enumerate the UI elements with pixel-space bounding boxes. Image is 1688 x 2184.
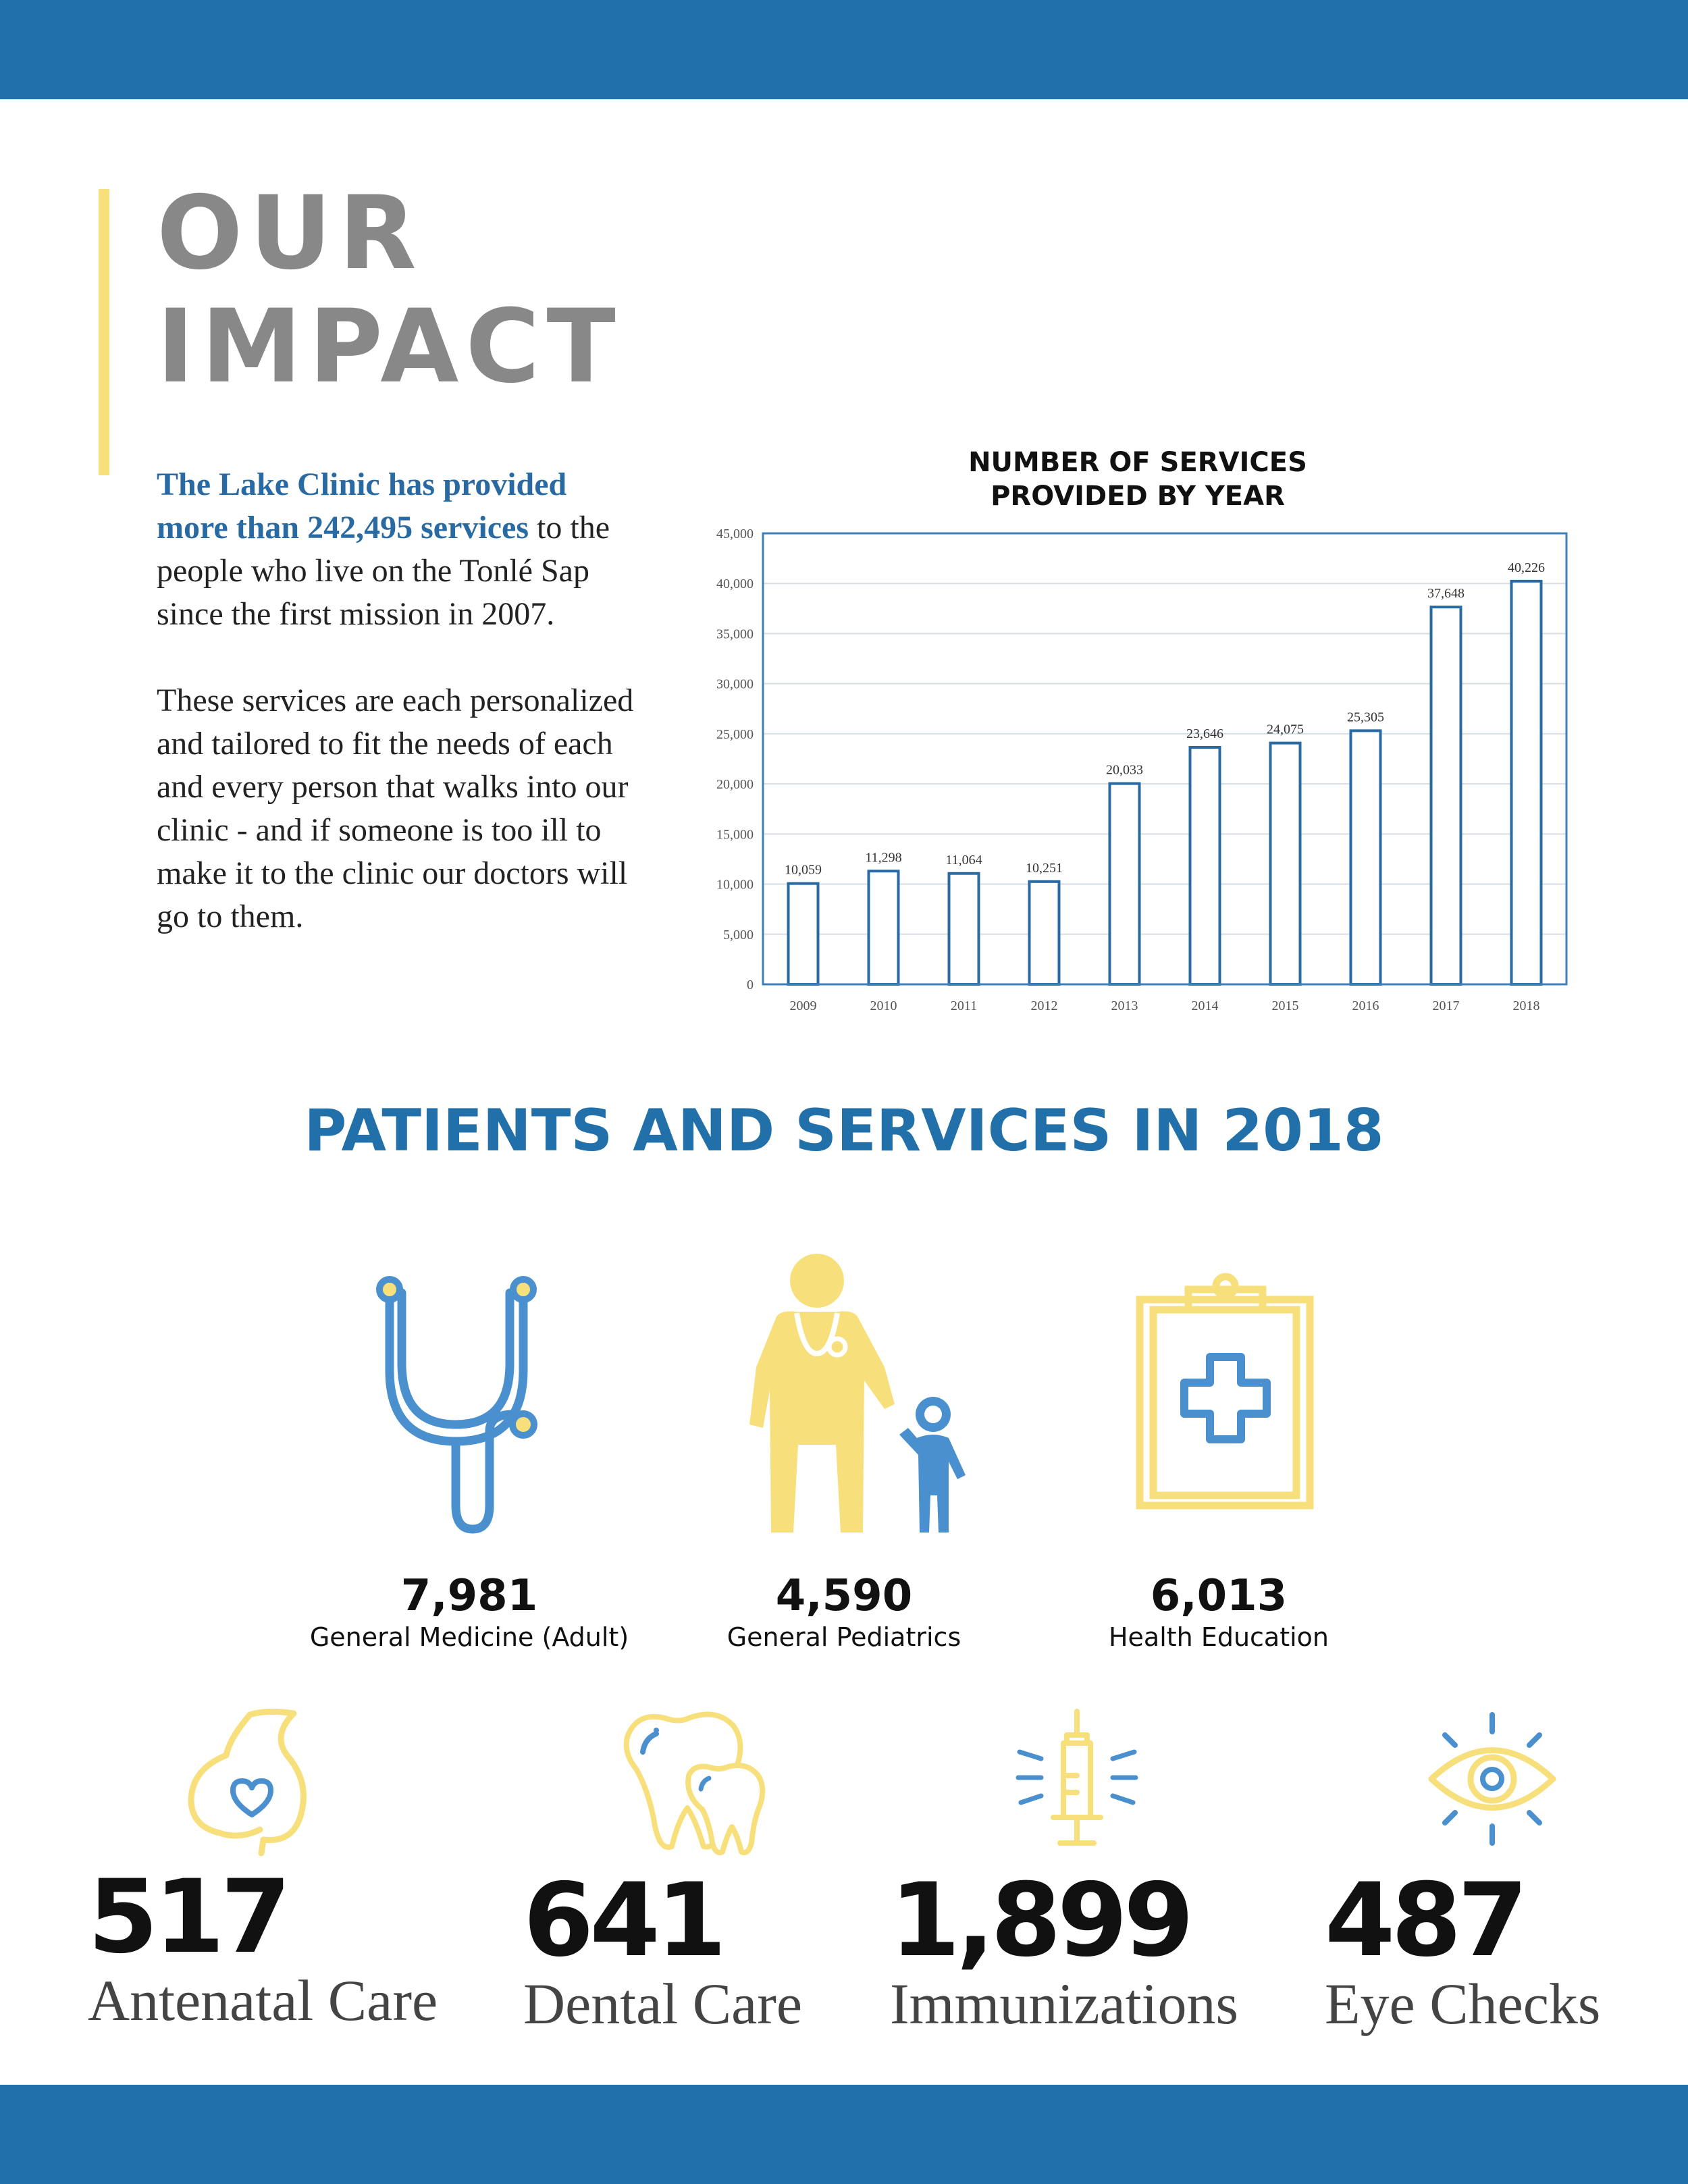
stat-general-medicine-value: 7,981 (400, 1571, 538, 1621)
chart-bar (1108, 782, 1141, 986)
eye-icon (1428, 1712, 1556, 1846)
x-tick-label: 2011 (951, 998, 977, 1013)
intro-paragraph-2: These services are each personalized and… (157, 683, 634, 934)
intro-text: The Lake Clinic has provided more than 2… (157, 463, 643, 938)
y-tick-label: 10,000 (716, 878, 754, 893)
chart-bar (1510, 579, 1543, 986)
page-title-line-2: IMPACT (157, 288, 623, 406)
stat-general-medicine: 7,981 General Medicine (Adult) (280, 1570, 658, 1653)
stat-general-medicine-label: General Medicine (Adult) (309, 1622, 629, 1652)
x-tick-label: 2015 (1272, 998, 1299, 1013)
chart-bar (1429, 606, 1462, 986)
chart-bar (1188, 745, 1221, 986)
bar-value-label: 10,059 (785, 863, 822, 878)
stat-health-education-label: Health Education (1108, 1622, 1329, 1652)
stat-immunizations-value: 1,899 (890, 1862, 1194, 1979)
stat-health-education-value: 6,013 (1150, 1571, 1288, 1621)
stat-general-pediatrics-value: 4,590 (775, 1571, 913, 1621)
stat-dental-care-label: Dental Care (523, 1971, 803, 2036)
title-accent-bar (99, 189, 109, 475)
chart-bar (947, 872, 980, 986)
chart-title-line-1: NUMBER OF SERVICES (968, 447, 1307, 478)
page-title-line-1: OUR (157, 175, 423, 292)
x-tick-label: 2016 (1352, 998, 1379, 1013)
x-tick-label: 2009 (790, 998, 817, 1013)
x-tick-label: 2017 (1433, 998, 1460, 1013)
bar-value-label: 11,064 (945, 853, 982, 868)
chart-bar (1028, 880, 1061, 986)
y-tick-label: 0 (747, 978, 754, 992)
page-title: OUR IMPACT (157, 177, 623, 404)
pregnancy-heart-icon (188, 1708, 307, 1857)
bar-value-label: 37,648 (1427, 586, 1465, 601)
section-title: PATIENTS AND SERVICES IN 2018 (304, 1097, 1384, 1165)
chart-bars (787, 579, 1543, 986)
intro-paragraph-1: The Lake Clinic has provided more than 2… (157, 463, 643, 636)
chart-frame (762, 532, 1568, 986)
chart-bar (1349, 729, 1382, 986)
stat-eye-checks-label: Eye Checks (1325, 1971, 1601, 2036)
chart-x-axis: 2009 2010 2011 2012 2013 2014 2015 2016 2017 2018 (790, 998, 1540, 1013)
stat-antenatal-care: 517 Antenatal Care (88, 1867, 438, 2033)
x-tick-label: 2012 (1031, 998, 1058, 1013)
y-tick-label: 25,000 (716, 727, 754, 742)
syringe-icon (1016, 1709, 1138, 1846)
stat-dental-care: 641 Dental Care (523, 1870, 802, 2036)
stat-eye-checks-value: 487 (1325, 1862, 1528, 1979)
chart-bar (867, 870, 900, 986)
stat-antenatal-care-label: Antenatal Care (88, 1968, 438, 2033)
top-banner (0, 0, 1688, 99)
bar-value-label: 25,305 (1347, 710, 1384, 724)
stat-immunizations-label: Immunizations (890, 1971, 1238, 2036)
x-tick-label: 2013 (1111, 998, 1138, 1013)
intro-lead: The Lake Clinic has provided more than 2… (157, 467, 567, 545)
teeth-icon (623, 1711, 766, 1856)
y-tick-label: 30,000 (716, 677, 754, 692)
stat-eye-checks: 487 Eye Checks (1325, 1870, 1600, 2036)
stat-immunizations: 1,899 Immunizations (890, 1870, 1238, 2036)
bar-value-label: 10,251 (1026, 861, 1063, 876)
stat-general-pediatrics-label: General Pediatrics (727, 1622, 961, 1652)
stat-health-education: 6,013 Health Education (1030, 1570, 1408, 1653)
y-tick-label: 35,000 (716, 627, 754, 641)
chart-title-line-2: PROVIDED BY YEAR (991, 481, 1285, 512)
y-tick-label: 40,000 (716, 577, 754, 591)
bar-value-label: 20,033 (1106, 763, 1143, 778)
chart-title: NUMBER OF SERVICES PROVIDED BY YEAR (932, 446, 1344, 513)
chart-bar (1269, 741, 1302, 986)
x-tick-label: 2010 (870, 998, 897, 1013)
y-tick-label: 15,000 (716, 827, 754, 842)
y-tick-label: 20,000 (716, 777, 754, 792)
bar-value-label: 11,298 (865, 850, 901, 865)
services-bar-chart: 10,059 11,298 11,064 10,251 20,033 23,646 24,0… (716, 527, 1568, 1013)
doctor-child-icon (749, 1254, 966, 1533)
stat-antenatal-care-value: 517 (88, 1859, 291, 1976)
bottom-banner (0, 2085, 1688, 2184)
bar-value-label: 40,226 (1508, 560, 1545, 575)
x-tick-label: 2014 (1192, 998, 1219, 1013)
bar-value-label: 24,075 (1267, 722, 1304, 737)
chart-y-axis: 0 5,000 10,000 15,000 20,000 25,000 30,000 35,0… (716, 527, 754, 992)
stat-general-pediatrics: 4,590 General Pediatrics (655, 1570, 1033, 1653)
y-tick-label: 5,000 (723, 928, 754, 942)
intro-lead-rest: to the people who live on the Tonlé Sap … (157, 510, 610, 632)
stat-dental-care-value: 641 (523, 1862, 727, 1979)
chart-bar (787, 882, 820, 986)
clipboard-cross-icon (1136, 1273, 1314, 1510)
bar-value-label: 23,646 (1186, 726, 1223, 741)
y-tick-label: 45,000 (716, 527, 754, 541)
chart-value-labels: 10,059 11,298 11,064 10,251 20,033 23,646 24,0… (785, 560, 1545, 878)
stethoscope-icon (376, 1276, 537, 1534)
x-tick-label: 2018 (1513, 998, 1540, 1013)
